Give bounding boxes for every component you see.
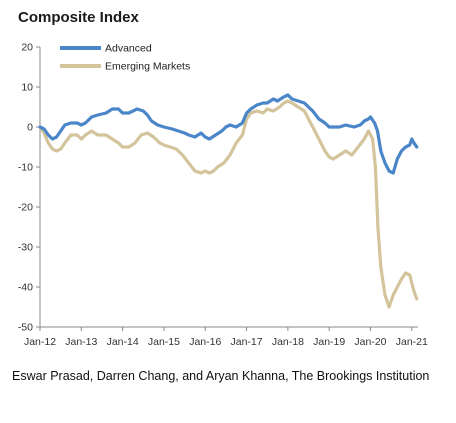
series-line-advanced bbox=[38, 93, 419, 175]
source-credit: Eswar Prasad, Darren Chang, and Aryan Kh… bbox=[12, 369, 430, 383]
x-tick-label: Jan-16 bbox=[189, 336, 221, 348]
x-axis: Jan-12 Jan-13 Jan-14 Jan-15 Jan-16 Jan-17 Jan-… bbox=[24, 326, 428, 348]
x-tick-label: Jan-21 bbox=[396, 336, 428, 348]
x-tick-label: Jan-19 bbox=[313, 336, 345, 348]
chart-title: Composite Index bbox=[18, 9, 139, 26]
series-line-emerging-markets bbox=[38, 99, 419, 309]
y-tick-label: -10 bbox=[18, 162, 33, 174]
legend: Advanced Emerging Markets bbox=[60, 43, 190, 73]
y-tick-label: -40 bbox=[18, 282, 33, 294]
x-tick-label: Jan-20 bbox=[354, 336, 386, 348]
y-tick-label: 10 bbox=[21, 82, 33, 94]
y-axis: 20 10 0 -10 -20 -30 -40 -50 bbox=[18, 42, 41, 334]
legend-label: Advanced bbox=[105, 43, 152, 55]
y-tick-label: 20 bbox=[21, 42, 33, 54]
x-tick-label: Jan-14 bbox=[107, 336, 139, 348]
series-lines bbox=[38, 93, 419, 309]
legend-label: Emerging Markets bbox=[105, 61, 190, 73]
y-tick-label: -30 bbox=[18, 242, 33, 254]
y-tick-label: -20 bbox=[18, 202, 33, 214]
y-tick-label: -50 bbox=[18, 322, 33, 334]
x-tick-label: Jan-15 bbox=[148, 336, 180, 348]
y-tick-label: 0 bbox=[27, 122, 33, 134]
x-tick-label: Jan-12 bbox=[24, 336, 56, 348]
x-tick-label: Jan-18 bbox=[272, 336, 304, 348]
x-tick-label: Jan-17 bbox=[231, 336, 263, 348]
x-tick-label: Jan-13 bbox=[65, 336, 97, 348]
